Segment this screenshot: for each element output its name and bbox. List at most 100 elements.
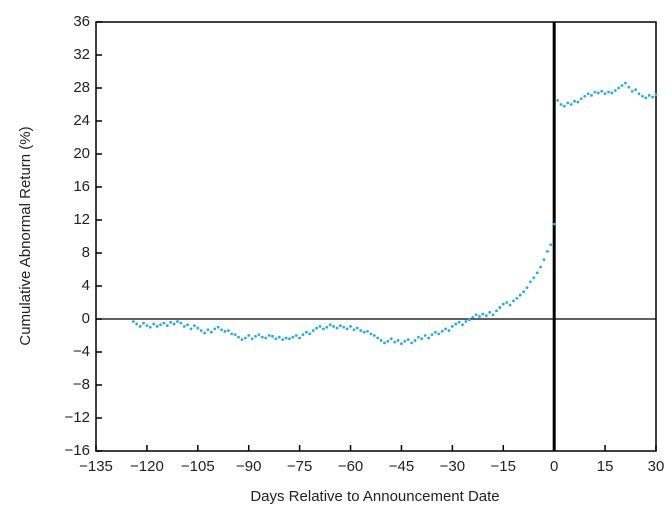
data-point [196,326,200,330]
data-point [491,313,495,317]
data-point [345,327,349,331]
data-point [461,323,464,327]
data-point [332,325,335,328]
data-point [440,329,444,333]
plot-frame [95,21,657,452]
data-point [417,335,420,339]
y-tick-label: 36 [73,13,90,30]
data-point [274,337,278,341]
data-point [389,337,393,341]
data-point [552,222,556,226]
data-point [627,85,631,89]
x-tick-label: −135 [79,458,113,475]
data-point [281,338,285,342]
data-point [400,342,403,346]
data-point [206,328,210,332]
y-tick-label: −12 [65,409,90,426]
data-point [430,333,434,337]
data-point [644,96,648,100]
x-tick-label: −45 [389,458,414,475]
data-point [542,258,546,261]
data-point [495,309,498,313]
data-point [138,325,142,328]
y-tick-label: 8 [82,244,90,261]
data-point [369,332,373,336]
data-point [423,334,427,337]
y-tick-label: 20 [73,145,90,162]
data-point [474,313,478,317]
data-point [410,341,414,345]
x-tick-label: 15 [597,458,614,475]
data-point [383,341,386,345]
y-tick-label: −8 [73,376,90,393]
data-point [213,327,217,331]
data-point [444,327,447,331]
data-point [165,324,169,327]
data-point [508,303,512,307]
data-point [549,243,553,247]
data-point [186,323,190,327]
data-point [145,324,149,327]
data-point [233,333,237,337]
data-point [311,329,315,332]
data-point [176,320,179,323]
y-tick-label: −4 [73,343,90,360]
data-point [437,332,441,336]
data-point [298,336,302,340]
data-point [182,325,186,328]
y-tick-label: 24 [73,112,90,129]
data-point [148,325,152,329]
data-point [189,327,193,331]
data-point [471,315,475,319]
data-point [624,81,627,85]
data-point [566,101,570,105]
x-tick-label: −60 [338,458,363,475]
data-point [179,321,183,325]
data-point [318,325,322,328]
y-axis-label: Cumulative Abnormal Return (%) [17,126,34,345]
data-point [569,103,573,106]
data-point [243,336,247,340]
x-tick-label: −120 [130,458,164,475]
y-tick-label: 4 [82,277,90,294]
data-point [301,333,305,337]
data-point [593,90,597,94]
data-point [393,340,397,344]
data-point [545,249,549,253]
data-point [637,92,641,96]
data-point [539,265,543,269]
data-point [651,95,655,99]
data-point [260,335,264,339]
data-point [586,92,590,96]
y-tick-label: 32 [73,46,90,63]
data-point [277,335,281,339]
data-point [433,330,437,334]
x-tick-label: −90 [236,458,261,475]
data-point [305,330,308,334]
data-point [641,94,644,98]
data-point [230,332,234,336]
data-point [403,339,407,343]
data-point [338,324,342,327]
data-point [481,312,485,316]
data-point [515,296,519,300]
data-point [349,325,352,328]
data-point [529,280,532,284]
data-point [498,306,502,309]
data-point [505,301,509,304]
data-point [610,91,614,95]
data-point [583,94,587,98]
data-point [325,325,329,329]
data-point [159,323,162,327]
data-point [386,339,390,343]
data-point [131,320,135,323]
data-point [617,86,621,90]
data-point [559,103,563,106]
data-point [478,315,481,318]
data-point [467,318,471,322]
data-point [257,333,261,337]
data-point [152,322,156,326]
data-point [379,339,383,342]
data-point [193,324,196,327]
data-point [596,91,600,95]
